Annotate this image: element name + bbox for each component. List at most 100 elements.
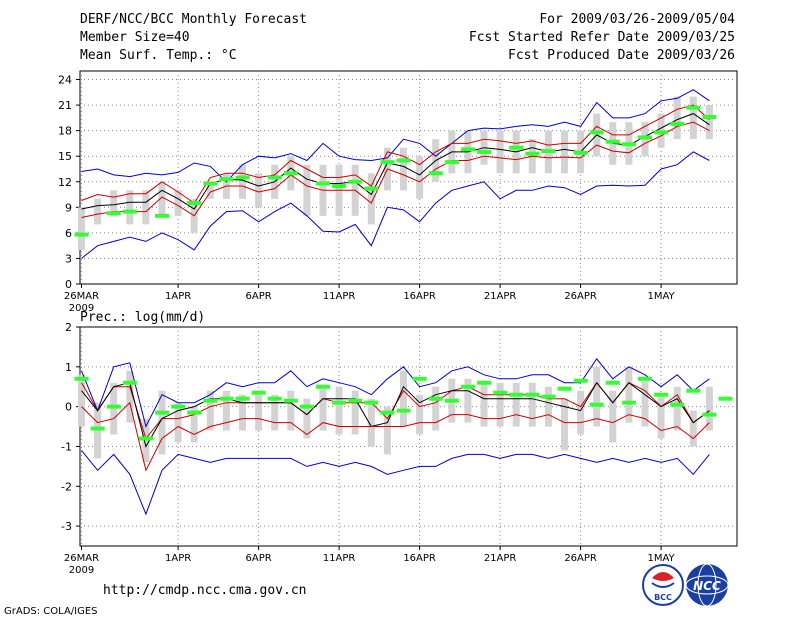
spread-box	[190, 406, 198, 443]
observed-marker	[90, 426, 105, 431]
header-right-1: For 2009/03/26-2009/05/04	[539, 12, 735, 27]
observed-marker	[283, 171, 298, 176]
bcc-logo-swirl	[652, 572, 674, 581]
spread-box	[78, 374, 85, 427]
observed-marker	[267, 396, 282, 401]
precip-title: Prec.: log(mm/d)	[80, 310, 205, 325]
observed-marker	[187, 201, 202, 206]
observed-marker	[412, 376, 427, 381]
observed-marker	[106, 404, 121, 409]
ensemble-mean-line	[81, 381, 710, 448]
lower-spread-line	[81, 401, 710, 472]
spread-box	[480, 382, 488, 427]
observed-marker	[541, 394, 556, 399]
spread-box	[303, 398, 311, 439]
spread-box	[544, 386, 552, 427]
observed-marker	[589, 402, 604, 407]
spread-box	[367, 173, 375, 225]
y-tick-label: 6	[65, 227, 72, 240]
observed-marker	[396, 408, 411, 413]
observed-marker	[332, 184, 347, 189]
spread-box	[255, 173, 263, 208]
x-tick-label: 26MAR	[64, 553, 99, 564]
plot-frame	[79, 70, 738, 285]
spread-box	[625, 366, 633, 423]
spread-box	[319, 386, 327, 431]
spread-box	[561, 130, 568, 174]
observed-marker	[364, 186, 379, 191]
observed-marker	[638, 376, 652, 381]
observed-marker	[428, 396, 443, 401]
observed-marker	[203, 181, 218, 186]
observed-marker	[605, 380, 620, 385]
spread-box	[673, 386, 681, 431]
observed-marker	[122, 209, 137, 214]
observed-marker	[316, 181, 330, 186]
x-tick-label: 11APR	[323, 291, 356, 302]
upper-spread-line	[81, 104, 710, 204]
spread-box	[222, 390, 230, 431]
observed-marker	[219, 177, 234, 182]
observed-marker	[654, 392, 669, 397]
ensemble-max-line	[81, 89, 710, 183]
spread-box	[705, 105, 713, 140]
observed-marker	[444, 398, 459, 403]
header-left-3: Mean Surf. Temp.: °C	[80, 48, 237, 63]
observed-marker	[332, 400, 347, 405]
observed-marker	[460, 147, 475, 152]
spread-box	[416, 394, 424, 435]
observed-marker	[155, 213, 169, 218]
observed-marker	[316, 384, 330, 389]
y-tick-label: 1	[65, 361, 72, 374]
observed-marker	[686, 105, 701, 110]
observed-marker	[621, 400, 636, 405]
spread-box	[271, 394, 279, 431]
observed-marker	[74, 376, 89, 381]
ensemble-min-line	[81, 450, 710, 516]
y-tick-label: 0	[65, 278, 72, 291]
observed-marker	[251, 390, 266, 395]
observed-marker	[235, 396, 250, 401]
observed-marker	[348, 398, 363, 403]
spread-box	[206, 181, 214, 199]
spread-box	[432, 386, 440, 431]
spread-box	[512, 382, 520, 427]
observed-marker	[299, 404, 314, 409]
spread-box	[303, 164, 311, 216]
observed-marker	[444, 160, 459, 165]
spread-box	[110, 190, 118, 216]
observed-marker	[525, 392, 540, 397]
observed-marker	[605, 139, 620, 144]
x-tick-label: 21APR	[484, 291, 517, 302]
x-tick-label: 6APR	[246, 553, 272, 564]
x-tick-sublabel: 2009	[69, 565, 94, 576]
spread-box	[206, 390, 214, 431]
spread-box	[158, 181, 166, 216]
observed-marker	[509, 145, 524, 150]
observed-marker	[686, 388, 701, 393]
spread-box	[657, 394, 665, 439]
x-tick-label: 1APR	[165, 553, 191, 564]
spread-box	[673, 96, 681, 140]
x-tick-label: 16APR	[403, 553, 436, 564]
spread-box	[78, 207, 85, 250]
spread-box	[641, 378, 649, 427]
observed-marker	[235, 175, 250, 180]
y-tick-label: -3	[61, 520, 72, 533]
spread-box	[126, 370, 134, 423]
observed-marker	[670, 121, 685, 126]
y-tick-label: 12	[58, 176, 72, 189]
bcc-logo-text: BCC	[654, 593, 672, 602]
ensemble-min-line	[81, 151, 710, 259]
x-tick-label: 26APR	[564, 553, 597, 564]
observed-marker	[477, 149, 491, 154]
y-tick-label: 15	[58, 150, 72, 163]
spread-box	[174, 190, 182, 216]
x-tick-label: 1APR	[165, 291, 191, 302]
spread-box	[400, 370, 407, 427]
observed-marker	[638, 135, 652, 140]
observed-marker	[364, 400, 379, 405]
observed-marker	[74, 232, 89, 237]
